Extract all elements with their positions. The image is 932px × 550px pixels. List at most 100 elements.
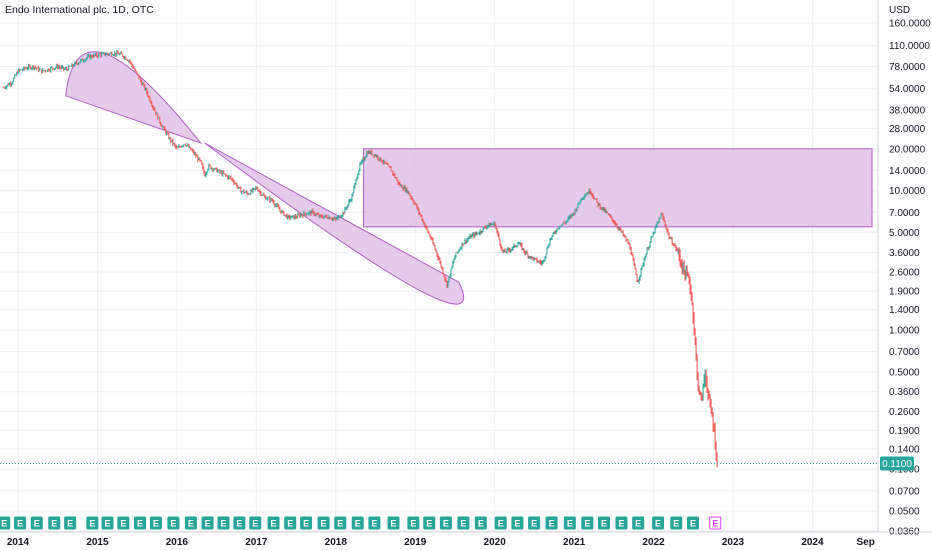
earnings-marker[interactable] — [351, 516, 364, 530]
earnings-marker[interactable] — [233, 516, 246, 530]
price-tick-label: 5.0000 — [889, 228, 920, 239]
earnings-marker[interactable] — [317, 516, 330, 530]
price-tick-label: 0.3600 — [889, 387, 920, 398]
earnings-marker[interactable] — [670, 516, 683, 530]
earnings-marker[interactable] — [334, 516, 347, 530]
earnings-marker[interactable] — [267, 516, 280, 530]
earnings-marker[interactable] — [387, 516, 400, 530]
arc-shape — [65, 51, 203, 145]
earnings-marker-label: E — [460, 519, 466, 529]
earnings-marker[interactable] — [249, 516, 262, 530]
price-tick-label: 0.0500 — [889, 507, 920, 518]
earnings-marker-label: E — [236, 519, 242, 529]
time-axis[interactable]: 2014 2015 2016 2017 2018 2019 2020 2021 2022 2023… — [0, 531, 932, 548]
earnings-marker-label: E — [635, 519, 641, 529]
chart-title: Endo International plc, 1D, OTC — [5, 4, 154, 16]
earnings-marker[interactable] — [615, 516, 628, 530]
earnings-marker-label: E — [1, 519, 7, 529]
earnings-marker[interactable] — [134, 516, 147, 530]
earnings-marker[interactable] — [563, 516, 576, 530]
price-axis[interactable]: 160.0000 110.0000 78.0000 54.0000 38.0000 28.… — [877, 0, 931, 538]
time-tick-label: 2015 — [86, 537, 109, 548]
arc-shape — [204, 142, 464, 305]
earnings-marker-label: E — [287, 519, 293, 529]
earnings-marker-label: E — [220, 519, 226, 529]
time-tick-label: 2022 — [642, 537, 665, 548]
earnings-marker-label: E — [303, 519, 309, 529]
earnings-marker[interactable] — [284, 516, 297, 530]
earnings-marker-label: E — [51, 519, 57, 529]
earnings-marker-label: E — [712, 519, 718, 529]
price-tick-label: 20.0000 — [889, 144, 926, 155]
earnings-marker[interactable] — [528, 516, 541, 530]
earnings-marker-label: E — [89, 519, 95, 529]
earnings-marker[interactable] — [368, 516, 381, 530]
earnings-marker-label: E — [153, 519, 159, 529]
earnings-marker[interactable] — [86, 516, 99, 530]
earnings-marker[interactable] — [300, 516, 313, 530]
earnings-marker-label: E — [498, 519, 504, 529]
earnings-marker[interactable] — [30, 516, 43, 530]
earnings-marker[interactable] — [652, 516, 665, 530]
earnings-marker-label: E — [321, 519, 327, 529]
earnings-marker-label: E — [584, 519, 590, 529]
earnings-marker[interactable] — [511, 516, 524, 530]
earnings-marker[interactable] — [709, 516, 722, 530]
earnings-marker[interactable] — [598, 516, 611, 530]
earnings-marker[interactable] — [545, 516, 558, 530]
earnings-marker-label: E — [567, 519, 573, 529]
price-tick-label: 54.0000 — [889, 84, 926, 95]
earnings-marker[interactable] — [217, 516, 230, 530]
last-price-label: 0.1100 — [882, 459, 912, 470]
earnings-marker-label: E — [67, 519, 73, 529]
earnings-marker[interactable] — [632, 516, 645, 530]
price-tick-label: 1.4000 — [889, 305, 920, 316]
price-tick-label: 0.5000 — [889, 367, 920, 378]
time-tick-label: 2017 — [245, 537, 268, 548]
earnings-marker-label: E — [601, 519, 607, 529]
currency-label: USD — [889, 5, 910, 16]
earnings-marker[interactable] — [117, 516, 130, 530]
time-tick-label: 2021 — [563, 537, 586, 548]
earnings-marker[interactable] — [457, 516, 470, 530]
price-tick-label: 0.7000 — [889, 347, 920, 358]
earnings-marker-label: E — [426, 519, 432, 529]
earnings-marker[interactable] — [407, 516, 420, 530]
earnings-marker[interactable] — [439, 516, 452, 530]
time-tick-label: 2024 — [801, 537, 824, 548]
time-tick-label: 2018 — [325, 537, 348, 548]
earnings-marker-label: E — [137, 519, 143, 529]
price-tick-label: 38.0000 — [889, 105, 926, 116]
earnings-marker[interactable] — [474, 516, 487, 530]
price-tick-label: 0.1400 — [889, 444, 920, 455]
earnings-marker-label: E — [337, 519, 343, 529]
earnings-marker[interactable] — [14, 516, 27, 530]
price-series — [0, 50, 878, 468]
earnings-marker[interactable] — [149, 516, 162, 530]
last-price-badge — [880, 456, 914, 471]
earnings-marker[interactable] — [48, 516, 61, 530]
earnings-marker[interactable] — [686, 516, 699, 530]
earnings-marker[interactable] — [167, 516, 180, 530]
earnings-marker[interactable] — [423, 516, 436, 530]
price-tick-label: 1.9000 — [889, 287, 920, 298]
earnings-marker-label: E — [390, 519, 396, 529]
time-tick-label: 2016 — [166, 537, 189, 548]
earnings-marker-label: E — [120, 519, 126, 529]
earnings-marker[interactable] — [201, 516, 214, 530]
price-tick-label: 10.0000 — [889, 186, 926, 197]
earnings-marker-label: E — [673, 519, 679, 529]
drawing-shapes[interactable] — [65, 51, 873, 305]
earnings-marker[interactable] — [0, 516, 11, 530]
earnings-marker-label: E — [170, 519, 176, 529]
earnings-marker[interactable] — [101, 516, 114, 530]
earnings-marker[interactable] — [184, 516, 197, 530]
earnings-marker[interactable] — [581, 516, 594, 530]
earnings-marker-label: E — [443, 519, 449, 529]
price-tick-label: 160.0000 — [889, 19, 931, 30]
earnings-marker[interactable] — [494, 516, 507, 530]
price-tick-label: 14.0000 — [889, 166, 926, 177]
earnings-marker[interactable] — [64, 516, 77, 530]
